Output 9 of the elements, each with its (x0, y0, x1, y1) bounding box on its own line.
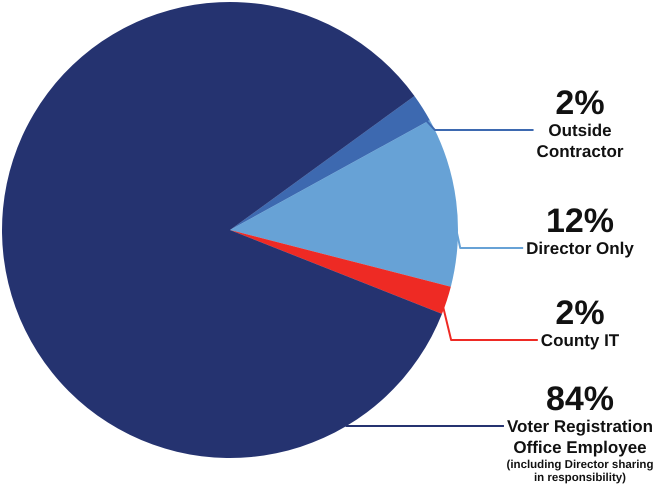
slice-label: Voter Registration Office Employee (506, 417, 654, 457)
slice-label: Outside Contractor (536, 121, 624, 161)
slice-label: Director Only (526, 239, 634, 258)
slice-label: County IT (540, 331, 620, 350)
data-label: 12% (546, 202, 614, 240)
data-label: 2% (555, 84, 605, 122)
data-label: 2% (555, 294, 605, 332)
text: (including Director sharing in responsibility) (506, 459, 654, 484)
data-label: 84% (546, 380, 614, 418)
